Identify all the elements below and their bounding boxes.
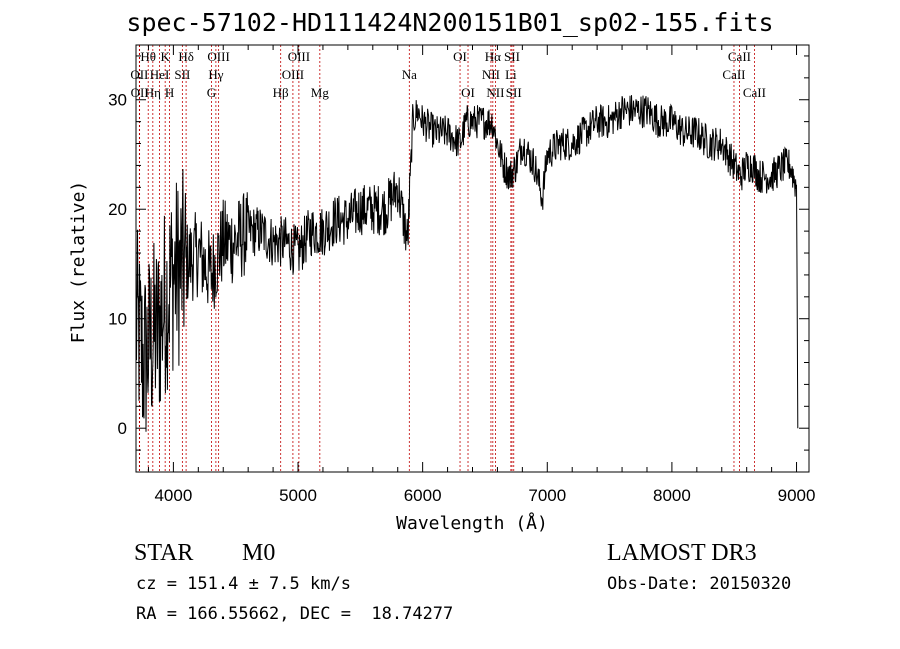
spectral-line-label: Hβ: [273, 85, 289, 100]
spectral-line-label: Hα: [485, 49, 501, 64]
x-tick-label: 9000: [778, 486, 816, 505]
survey-name: LAMOST DR3: [607, 540, 757, 566]
spectral-line-label: OI: [453, 49, 467, 64]
spectral-line-label: OII: [131, 85, 149, 100]
flux-series-line: [135, 95, 799, 432]
spectral-line-label: HeI: [150, 67, 170, 82]
object-subclass: M0: [242, 540, 276, 566]
x-tick-label: 6000: [404, 486, 442, 505]
spectral-line-label: G: [207, 85, 216, 100]
y-tick-label: 30: [108, 91, 127, 110]
spectral-line-label: SII: [506, 85, 522, 100]
observation-date: Obs-Date: 20150320: [607, 574, 792, 594]
spectral-line-label: OIII: [282, 67, 304, 82]
y-tick-label: 10: [108, 310, 127, 329]
y-tick-label: 0: [118, 419, 127, 438]
object-class: STAR: [134, 540, 194, 566]
spectral-line-label: Hθ: [140, 49, 156, 64]
x-tick-label: 5000: [279, 486, 317, 505]
x-tick-label: 7000: [528, 486, 566, 505]
spectral-line-label: CaII: [743, 85, 766, 100]
spectral-line-label: OII: [130, 67, 148, 82]
x-axis-label: Wavelength (Å): [396, 512, 548, 534]
spectral-line-label: OI: [461, 85, 475, 100]
spectral-line-label: NII: [486, 85, 504, 100]
spectral-line-label: Hγ: [208, 67, 223, 82]
flux-series: [135, 95, 799, 432]
x-tick-label: 4000: [154, 486, 192, 505]
y-tick-label: 20: [108, 200, 127, 219]
spectral-line-label: OIII: [288, 49, 310, 64]
coordinates: RA = 166.55662, DEC = 18.74277: [136, 604, 454, 624]
plot-axes: 4000 5000 6000 7000 8000 9000 0 10 20 30: [108, 44, 816, 505]
spectral-line-label: Mg: [311, 85, 330, 100]
spectral-line-label: Na: [402, 67, 417, 82]
redshift-cz: cz = 151.4 ± 7.5 km/s: [136, 574, 351, 594]
spectral-line-label: SII: [504, 49, 520, 64]
spectral-line-label: K: [160, 49, 170, 64]
x-tick-label: 8000: [653, 486, 691, 505]
spectral-line-label: NII: [482, 67, 500, 82]
spectral-line-label: H: [165, 85, 174, 100]
spectral-line-label: SII: [174, 67, 190, 82]
spectral-line-label: Hδ: [178, 49, 194, 64]
plot-frame: [135, 44, 810, 473]
spectral-line-label: Li: [505, 67, 517, 82]
spectral-line-label: CaII: [722, 67, 745, 82]
y-axis-label: Flux (relative): [68, 181, 89, 344]
chart-title: spec-57102-HD111424N200151B01_sp02-155.f…: [126, 8, 774, 37]
spectral-line-label: Hη: [145, 85, 161, 100]
spectral-line-label: OIII: [207, 49, 229, 64]
spectral-line-label: CaII: [728, 49, 751, 64]
